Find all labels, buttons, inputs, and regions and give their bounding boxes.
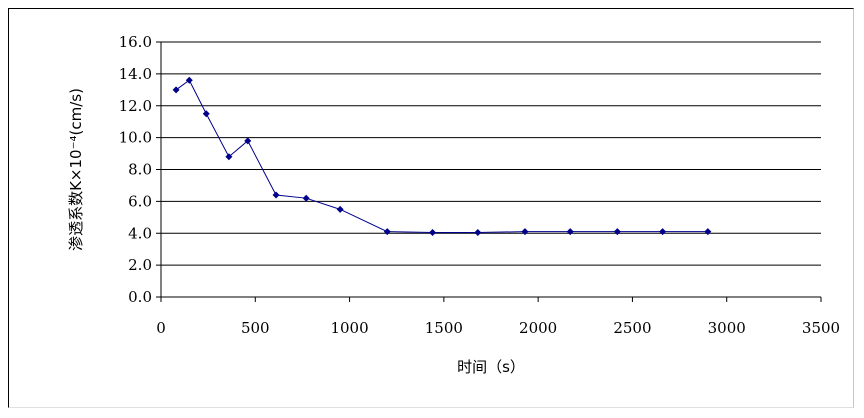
x-tick-label: 3500 [802,319,840,337]
x-tick-label: 2500 [613,319,651,337]
y-tick-label: 16.0 [119,33,152,51]
x-tick-labels: 0 500 1000 1500 2000 2500 3000 3500 [156,319,840,337]
y-tick-label: 0.0 [128,288,152,306]
data-point-marker [202,110,210,118]
x-tick-label: 1000 [330,319,368,337]
series-line [175,79,708,233]
x-tick-label: 500 [241,319,270,337]
data-point-marker [659,228,667,236]
gridlines [161,41,821,266]
x-tick-label: 2000 [519,319,557,337]
data-point-marker [613,228,621,236]
series-group [172,76,712,236]
data-point-marker [185,76,193,84]
y-tick-label: 10.0 [119,129,152,147]
y-tick-label: 6.0 [128,192,152,210]
data-point-marker [302,194,310,202]
data-point-marker [521,228,529,236]
chart-frame [8,8,854,408]
data-point-marker [566,228,574,236]
y-tick-label: 4.0 [128,224,152,242]
data-point-marker [272,191,280,199]
data-point-marker [225,153,233,161]
data-point-marker [336,205,344,213]
y-tick-label: 8.0 [128,161,152,179]
y-axis-title: 渗透系数K×10⁻⁴(cm/s) [67,88,85,251]
data-point-marker [244,137,252,145]
y-tick-label: 14.0 [119,65,152,83]
data-point-marker [383,228,391,236]
data-point-marker [172,86,180,94]
data-point-marker [704,228,712,236]
x-tick-label: 1500 [425,319,463,337]
data-point-marker [429,228,437,236]
y-tick-label: 12.0 [119,97,152,115]
x-tick-label: 3000 [708,319,746,337]
y-tick-label: 2.0 [128,256,152,274]
axes [156,41,822,302]
x-tick-label: 0 [156,319,166,337]
y-tick-labels: 0.0 2.0 4.0 6.0 8.0 10.0 12.0 14.0 16.0 [119,33,152,306]
x-axis-title: 时间（s） [457,358,525,376]
data-point-marker [474,228,482,236]
